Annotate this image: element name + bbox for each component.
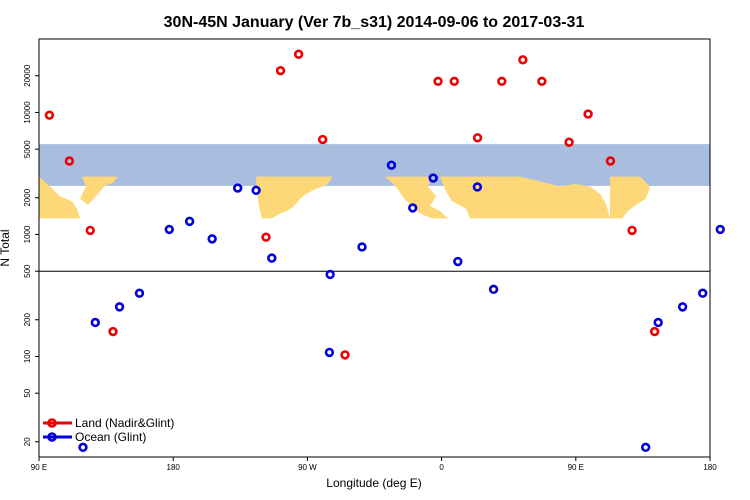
- ocean-point: [640, 442, 651, 453]
- ocean-point: [677, 302, 688, 312]
- land-point: [564, 137, 574, 147]
- x-tick-label: 90 W: [298, 463, 317, 472]
- ocean-point: [386, 160, 397, 170]
- ocean-point: [653, 317, 663, 328]
- legend-ocean-marker: [47, 432, 57, 442]
- ocean-point: [715, 224, 725, 235]
- ocean-point: [114, 302, 125, 312]
- land-point: [261, 232, 271, 242]
- land-point: [472, 133, 483, 143]
- ocean-point: [207, 234, 217, 244]
- land-europe-africa: [385, 176, 448, 219]
- y-tick-label: 2000: [23, 188, 32, 206]
- land-point: [497, 76, 507, 87]
- y-axis: 20 50 100 200 500 1000 2000 5000 10000 20000: [23, 64, 39, 446]
- ocean-point: [488, 284, 499, 295]
- ocean-point: [78, 442, 88, 453]
- land-point: [275, 65, 286, 76]
- land-point: [64, 156, 75, 166]
- y-tick-label: 1000: [23, 225, 32, 243]
- land-north-america: [256, 176, 332, 219]
- y-tick-label: 20000: [23, 64, 32, 87]
- y-tick-label: 200: [23, 313, 32, 327]
- x-tick-label: 90 E: [31, 463, 47, 472]
- ocean-point: [267, 253, 277, 263]
- y-tick-label: 20: [23, 437, 32, 446]
- y-tick-label: 10000: [23, 101, 32, 124]
- legend: Land (Nadir&Glint) Ocean (Glint): [43, 416, 174, 444]
- y-axis-label: N Total: [0, 229, 12, 266]
- y-tick-label: 100: [23, 349, 32, 363]
- land-africa-mid-east: [440, 176, 610, 219]
- ocean-point: [408, 203, 418, 213]
- plot-frame: [38, 38, 711, 458]
- legend-ocean-label: Ocean (Glint): [75, 430, 146, 444]
- ocean-point: [251, 185, 261, 196]
- ocean-point: [164, 224, 174, 235]
- land-point: [518, 55, 528, 65]
- y-tick-label: 5000: [23, 140, 32, 158]
- y-tick-label: 50: [23, 388, 32, 397]
- land-point: [44, 110, 55, 120]
- chart-title: 30N-45N January (Ver 7b_s31) 2014-09-06 …: [164, 14, 585, 31]
- data-points: [44, 49, 725, 453]
- ocean-point: [90, 317, 100, 328]
- x-tick-label: 0: [439, 463, 444, 472]
- ocean-point: [428, 173, 438, 183]
- ocean-point: [324, 347, 335, 358]
- ocean-point: [325, 269, 335, 280]
- y-tick-label: 500: [23, 264, 32, 278]
- legend-land-marker: [47, 418, 57, 428]
- ocean-point: [453, 256, 463, 267]
- land-point: [627, 225, 637, 236]
- land-asia-west: [39, 176, 118, 219]
- land-point: [449, 76, 459, 87]
- ocean-point: [698, 288, 708, 298]
- map-ocean: [39, 144, 710, 186]
- land-point: [605, 156, 616, 166]
- land-point: [317, 134, 328, 145]
- legend-land-label: Land (Nadir&Glint): [75, 416, 174, 430]
- ocean-point: [134, 288, 145, 298]
- ocean-point: [357, 242, 367, 252]
- x-axis-label: Longitude (deg E): [326, 476, 421, 490]
- land-point: [433, 76, 443, 87]
- x-tick-label: 180: [703, 463, 717, 472]
- map-land: [39, 176, 650, 219]
- land-point: [85, 225, 95, 236]
- land-point: [649, 326, 660, 337]
- ocean-point: [472, 182, 483, 192]
- land-point: [583, 109, 593, 119]
- land-point: [293, 49, 304, 59]
- ocean-point: [232, 183, 243, 193]
- land-asia-east: [610, 176, 650, 219]
- land-point: [108, 326, 118, 337]
- x-tick-label: 90 E: [568, 463, 584, 472]
- map-band: [39, 144, 710, 219]
- x-axis: 90 E 180 90 W 0 90 E 180: [31, 457, 717, 472]
- x-tick-label: 180: [167, 463, 181, 472]
- land-point: [340, 350, 350, 360]
- ocean-point: [184, 216, 195, 227]
- land-point: [537, 76, 547, 87]
